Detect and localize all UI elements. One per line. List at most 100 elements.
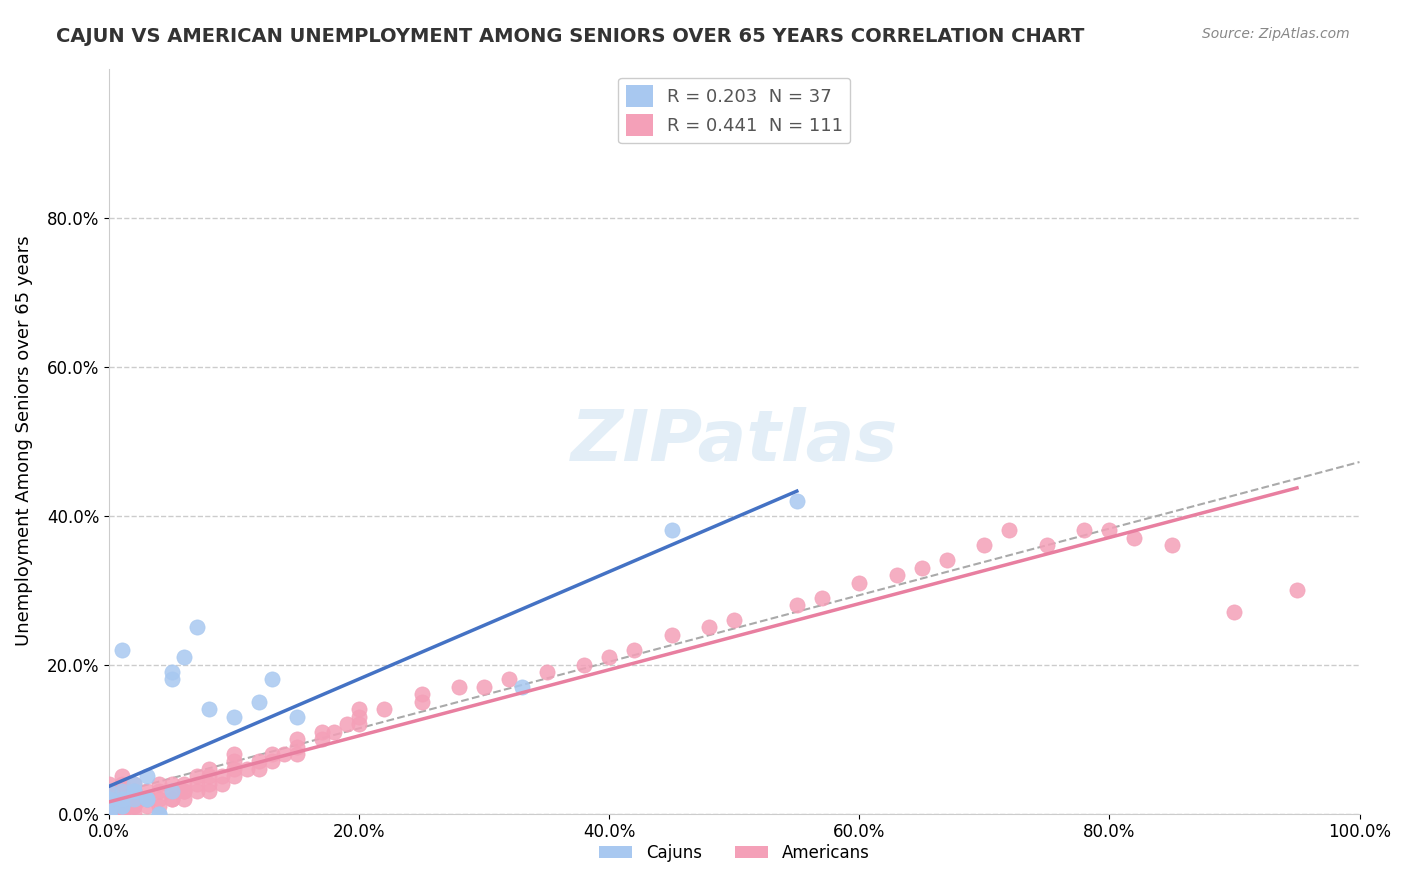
Point xyxy=(148,799,170,814)
Point xyxy=(273,747,295,761)
Point xyxy=(285,732,308,747)
Point xyxy=(98,799,121,814)
Point xyxy=(122,784,145,798)
Point xyxy=(661,524,683,538)
Point xyxy=(373,702,395,716)
Point xyxy=(110,777,132,791)
Point xyxy=(148,806,170,821)
Point xyxy=(135,791,157,805)
Point xyxy=(160,791,183,805)
Point xyxy=(98,806,121,821)
Point xyxy=(723,613,745,627)
Point xyxy=(186,769,208,783)
Point xyxy=(1161,538,1184,552)
Point xyxy=(98,799,121,814)
Point xyxy=(98,799,121,814)
Point xyxy=(211,769,233,783)
Point xyxy=(336,717,359,731)
Point xyxy=(260,755,283,769)
Point xyxy=(311,724,333,739)
Point xyxy=(98,791,121,805)
Point xyxy=(148,784,170,798)
Point xyxy=(347,717,370,731)
Point xyxy=(786,598,808,612)
Point xyxy=(122,791,145,805)
Legend: R = 0.203  N = 37, R = 0.441  N = 111: R = 0.203 N = 37, R = 0.441 N = 111 xyxy=(619,78,851,144)
Point xyxy=(411,695,433,709)
Point xyxy=(110,642,132,657)
Point xyxy=(122,791,145,805)
Point xyxy=(247,762,270,776)
Point xyxy=(110,799,132,814)
Point xyxy=(148,806,170,821)
Point xyxy=(186,777,208,791)
Point xyxy=(160,784,183,798)
Point xyxy=(98,799,121,814)
Point xyxy=(160,784,183,798)
Point xyxy=(247,755,270,769)
Point xyxy=(160,665,183,679)
Point xyxy=(198,762,221,776)
Point xyxy=(122,784,145,798)
Point xyxy=(122,777,145,791)
Point xyxy=(98,784,121,798)
Point xyxy=(148,777,170,791)
Point xyxy=(160,673,183,687)
Point xyxy=(98,806,121,821)
Point xyxy=(198,702,221,716)
Text: Source: ZipAtlas.com: Source: ZipAtlas.com xyxy=(1202,27,1350,41)
Point xyxy=(98,791,121,805)
Point xyxy=(98,806,121,821)
Point xyxy=(148,791,170,805)
Point xyxy=(98,806,121,821)
Point xyxy=(135,791,157,805)
Point xyxy=(498,673,520,687)
Point xyxy=(135,791,157,805)
Point xyxy=(98,777,121,791)
Point xyxy=(173,784,195,798)
Point xyxy=(135,791,157,805)
Y-axis label: Unemployment Among Seniors over 65 years: Unemployment Among Seniors over 65 years xyxy=(15,235,32,647)
Point xyxy=(472,680,495,694)
Point xyxy=(98,791,121,805)
Point xyxy=(98,806,121,821)
Point xyxy=(347,710,370,724)
Point xyxy=(411,687,433,701)
Text: ZIPatlas: ZIPatlas xyxy=(571,407,898,475)
Point xyxy=(886,568,908,582)
Point xyxy=(135,784,157,798)
Point xyxy=(122,806,145,821)
Point xyxy=(135,769,157,783)
Point xyxy=(186,620,208,634)
Point xyxy=(224,755,246,769)
Point xyxy=(98,799,121,814)
Point xyxy=(98,806,121,821)
Point xyxy=(224,747,246,761)
Point xyxy=(786,493,808,508)
Point xyxy=(198,769,221,783)
Point xyxy=(186,784,208,798)
Point xyxy=(160,777,183,791)
Point xyxy=(110,769,132,783)
Point xyxy=(198,784,221,798)
Point xyxy=(211,777,233,791)
Point xyxy=(247,695,270,709)
Point xyxy=(935,553,957,567)
Point xyxy=(98,806,121,821)
Point xyxy=(285,710,308,724)
Point xyxy=(173,791,195,805)
Point xyxy=(135,799,157,814)
Point xyxy=(98,806,121,821)
Point xyxy=(110,806,132,821)
Point xyxy=(110,784,132,798)
Point xyxy=(911,560,934,574)
Point xyxy=(973,538,995,552)
Point xyxy=(98,806,121,821)
Point xyxy=(110,784,132,798)
Point xyxy=(122,799,145,814)
Point xyxy=(1098,524,1121,538)
Point xyxy=(110,799,132,814)
Point xyxy=(323,724,346,739)
Point xyxy=(110,791,132,805)
Point xyxy=(449,680,471,694)
